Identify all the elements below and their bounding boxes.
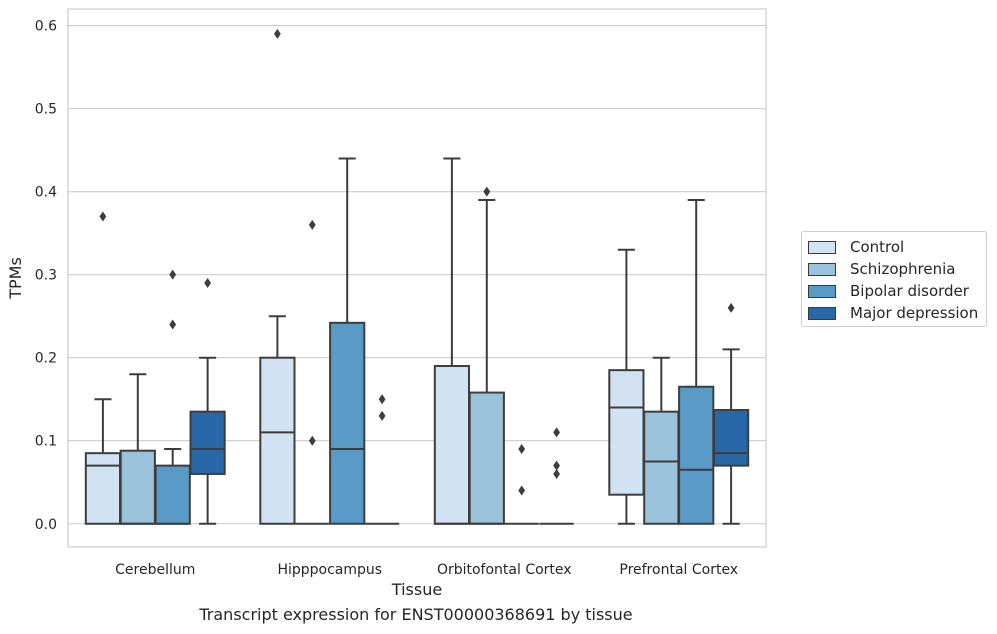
outlier-point bbox=[99, 211, 107, 222]
gridlines bbox=[68, 25, 766, 525]
box-plot-series bbox=[84, 28, 750, 525]
box-iqr bbox=[259, 356, 296, 525]
legend-label-major-depression: Major depression bbox=[850, 304, 979, 322]
legend-swatch-schizophrenia bbox=[808, 262, 836, 276]
box-iqr bbox=[712, 409, 750, 467]
box-iqr bbox=[84, 452, 122, 525]
outlier-point bbox=[308, 435, 316, 446]
legend-item-major-depression: Major depression bbox=[808, 303, 978, 323]
box-schizophrenia-hipppocampus bbox=[295, 219, 330, 525]
legend-swatch-control bbox=[808, 240, 836, 254]
box-iqr bbox=[154, 464, 191, 525]
box-control-orbitofontal-cortex bbox=[433, 157, 471, 525]
y-axis-ticks: 0.0 0.1 0.2 0.3 0.4 0.5 0.6 bbox=[35, 19, 57, 533]
box-iqr bbox=[468, 391, 505, 525]
outlier-point bbox=[378, 410, 386, 421]
y-tick-label: 0.2 bbox=[35, 351, 57, 367]
box-iqr bbox=[119, 449, 156, 525]
chart-legend: Control Schizophrenia Bipolar disorder M… bbox=[801, 231, 987, 327]
box-bipolar-disorder-orbitofontal-cortex bbox=[504, 444, 539, 525]
outlier-point bbox=[483, 186, 491, 197]
box-major-depression-prefrontal-cortex bbox=[712, 302, 750, 525]
box-control-hipppocampus bbox=[259, 28, 296, 525]
outlier-point bbox=[274, 28, 281, 39]
outlier-point bbox=[518, 485, 526, 496]
outlier-point bbox=[553, 460, 560, 471]
y-tick-label: 0.6 bbox=[35, 19, 57, 35]
y-tick-label: 0.1 bbox=[35, 434, 57, 450]
legend-item-control: Control bbox=[808, 237, 904, 257]
x-axis-title: Tissue bbox=[391, 580, 442, 599]
legend-label-bipolar-disorder: Bipolar disorder bbox=[850, 282, 969, 300]
y-tick-label: 0.5 bbox=[35, 102, 57, 118]
box-schizophrenia-cerebellum bbox=[119, 373, 156, 525]
x-tick-label: Orbitofontal Cortex bbox=[437, 562, 572, 578]
outlier-point bbox=[308, 219, 316, 230]
x-tick-label: Cerebellum bbox=[115, 562, 195, 578]
outlier-point bbox=[204, 277, 211, 288]
box-major-depression-cerebellum bbox=[189, 277, 226, 525]
outlier-point bbox=[169, 269, 177, 280]
y-tick-label: 0.0 bbox=[35, 517, 57, 533]
outlier-point bbox=[727, 302, 735, 313]
outlier-point bbox=[553, 427, 560, 438]
box-schizophrenia-prefrontal-cortex bbox=[643, 356, 680, 525]
legend-item-schizophrenia: Schizophrenia bbox=[808, 259, 955, 279]
box-bipolar-disorder-hipppocampus bbox=[329, 157, 366, 525]
outlier-point bbox=[169, 319, 177, 330]
outlier-point bbox=[553, 468, 560, 479]
box-iqr bbox=[643, 410, 680, 525]
box-iqr bbox=[678, 385, 715, 525]
legend-label-control: Control bbox=[850, 238, 905, 256]
box-bipolar-disorder-prefrontal-cortex bbox=[678, 198, 715, 525]
plot-frame bbox=[67, 8, 767, 548]
chart-caption: Transcript expression for ENST0000036869… bbox=[199, 605, 633, 624]
x-tick-label: Prefrontal Cortex bbox=[619, 562, 738, 578]
box-schizophrenia-orbitofontal-cortex bbox=[468, 186, 505, 525]
y-tick-label: 0.3 bbox=[35, 268, 57, 284]
y-tick-label: 0.4 bbox=[35, 185, 57, 201]
box-bipolar-disorder-cerebellum bbox=[154, 269, 191, 525]
box-major-depression-orbitofontal-cortex bbox=[539, 427, 574, 525]
legend-swatch-major-depression bbox=[808, 306, 836, 320]
box-control-cerebellum bbox=[84, 211, 122, 525]
x-axis-ticks: Cerebellum Hipppocampus Orbitofontal Corte… bbox=[115, 562, 738, 578]
legend-item-bipolar-disorder: Bipolar disorder bbox=[808, 281, 969, 301]
box-iqr bbox=[329, 321, 366, 525]
box-iqr bbox=[189, 410, 226, 475]
outlier-point bbox=[378, 394, 386, 405]
y-axis-title: TPMs bbox=[6, 257, 25, 300]
box-iqr bbox=[608, 369, 645, 496]
legend-swatch-bipolar-disorder bbox=[808, 284, 836, 298]
box-control-prefrontal-cortex bbox=[608, 248, 645, 525]
box-major-depression-hipppocampus bbox=[364, 394, 400, 525]
x-tick-label: Hipppocampus bbox=[277, 562, 382, 578]
outlier-point bbox=[518, 444, 526, 455]
box-iqr bbox=[433, 365, 471, 525]
legend-label-schizophrenia: Schizophrenia bbox=[850, 260, 956, 278]
